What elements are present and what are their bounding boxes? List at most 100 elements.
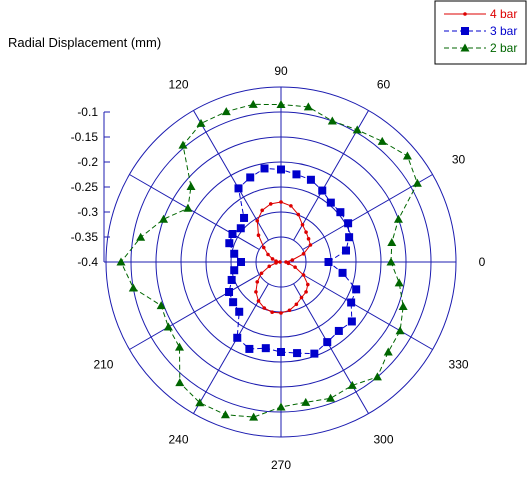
legend-item: 2 bar xyxy=(444,41,517,55)
data-point xyxy=(402,151,412,160)
data-point xyxy=(234,184,243,193)
data-point xyxy=(255,280,260,284)
data-point xyxy=(268,202,273,206)
data-point xyxy=(395,326,405,335)
data-point xyxy=(276,100,286,108)
data-point xyxy=(301,273,306,277)
data-point xyxy=(260,208,264,213)
data-point xyxy=(221,107,231,116)
data-point xyxy=(412,178,422,187)
data-point xyxy=(249,412,259,421)
series-2-bar xyxy=(116,99,422,421)
data-point xyxy=(323,338,332,347)
legend-label: 4 bar xyxy=(490,7,517,21)
data-point xyxy=(270,310,274,315)
data-point xyxy=(372,372,382,381)
data-point xyxy=(287,308,292,313)
data-point xyxy=(279,200,283,204)
data-point xyxy=(308,243,313,247)
data-point xyxy=(347,380,357,389)
data-point xyxy=(256,299,261,303)
data-point xyxy=(394,278,404,287)
data-point xyxy=(254,290,258,294)
legend-item: 3 bar xyxy=(444,24,517,38)
data-point xyxy=(279,311,283,315)
data-point xyxy=(163,322,173,331)
data-point xyxy=(293,349,302,358)
data-point xyxy=(352,125,362,134)
data-point xyxy=(233,333,242,342)
radial-tick-label: -0.15 xyxy=(71,130,99,144)
chart-title: Radial Displacement (mm) xyxy=(8,35,161,50)
data-point xyxy=(237,258,245,266)
data-point xyxy=(460,43,470,52)
data-point xyxy=(266,252,270,257)
angular-tick-label: 30 xyxy=(452,153,466,167)
radial-tick-label: -0.35 xyxy=(71,230,99,244)
data-point xyxy=(336,208,345,217)
data-point xyxy=(386,257,396,266)
radial-tick-label: -0.1 xyxy=(77,105,98,119)
data-point xyxy=(327,116,337,125)
radial-tick-labels: -0.1 -0.15 -0.2 -0.25 -0.3 -0.35 -0.4 xyxy=(71,105,110,269)
data-point xyxy=(248,99,258,108)
data-point xyxy=(267,264,272,269)
angular-tick-label: 300 xyxy=(373,433,393,447)
data-point xyxy=(261,344,270,353)
data-point xyxy=(229,298,238,307)
data-point xyxy=(276,402,286,411)
angular-tick-label: 60 xyxy=(377,77,391,91)
data-point xyxy=(220,410,230,419)
data-point xyxy=(256,233,261,237)
data-point xyxy=(270,257,275,261)
data-point xyxy=(255,219,260,223)
data-point xyxy=(299,295,304,300)
angular-tick-label: 270 xyxy=(271,458,291,472)
data-point xyxy=(274,261,278,265)
data-point xyxy=(301,397,311,406)
grid-spoke xyxy=(302,274,433,350)
data-point xyxy=(306,237,311,241)
grid-spoke xyxy=(129,174,260,250)
series-layer xyxy=(116,99,422,421)
data-point xyxy=(306,175,315,184)
data-point xyxy=(324,258,333,266)
grid-spoke xyxy=(129,274,260,350)
polar-grid xyxy=(105,86,457,438)
legend-label: 3 bar xyxy=(490,24,517,38)
data-point xyxy=(318,186,327,195)
data-point xyxy=(344,219,353,228)
radial-tick-label: -0.3 xyxy=(77,205,98,219)
data-point xyxy=(292,170,301,179)
data-point xyxy=(246,173,255,182)
data-point xyxy=(347,298,356,307)
data-point xyxy=(230,249,239,258)
data-point xyxy=(245,344,254,353)
data-point xyxy=(377,136,387,145)
data-point xyxy=(461,27,469,35)
data-point xyxy=(227,275,236,284)
data-point xyxy=(383,347,393,356)
radial-tick-label: -0.25 xyxy=(71,180,99,194)
data-point xyxy=(236,224,245,233)
data-point xyxy=(289,204,293,208)
data-point xyxy=(310,349,319,358)
angular-tick-label: 120 xyxy=(168,77,188,91)
data-point xyxy=(178,140,188,149)
data-point xyxy=(225,288,234,296)
data-point xyxy=(261,245,266,250)
data-point xyxy=(463,12,467,16)
data-point xyxy=(347,317,356,326)
data-point xyxy=(301,251,306,256)
data-point xyxy=(156,301,166,310)
data-point xyxy=(228,230,237,238)
data-point xyxy=(230,266,239,275)
data-point xyxy=(326,198,335,207)
data-point xyxy=(303,102,313,111)
angular-tick-label: 240 xyxy=(168,433,188,447)
legend-box xyxy=(434,0,527,65)
angular-tick-label: 330 xyxy=(449,358,469,372)
data-point xyxy=(345,233,354,242)
data-point xyxy=(393,214,403,223)
